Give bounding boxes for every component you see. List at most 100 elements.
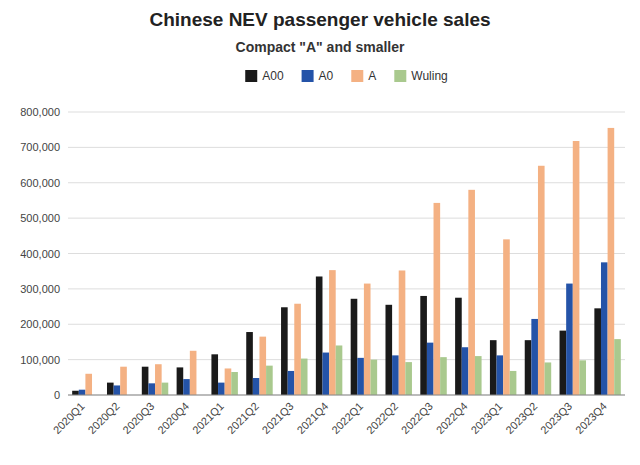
x-tick-label: 2022Q2 <box>364 400 400 436</box>
legend-item: A00 <box>245 69 284 83</box>
bar <box>497 355 504 395</box>
legend-label: A <box>368 69 376 83</box>
bar <box>525 340 532 395</box>
x-tick-label: 2023Q4 <box>573 400 609 436</box>
y-tick-label: 300,000 <box>20 283 60 295</box>
bar <box>427 343 434 395</box>
bar <box>545 362 552 395</box>
bar <box>392 355 399 395</box>
legend-label: A0 <box>319 69 334 83</box>
bar <box>72 391 79 395</box>
x-tick-label: 2021Q3 <box>260 400 296 436</box>
bar <box>503 239 510 395</box>
legend-swatch <box>302 70 314 82</box>
x-tick-label: 2022Q4 <box>434 400 470 436</box>
bar <box>142 367 149 395</box>
legend-item: A0 <box>302 69 334 83</box>
bar <box>566 284 573 395</box>
bar <box>301 359 308 395</box>
chart: Chinese NEV passenger vehicle sales Compa… <box>0 0 640 465</box>
bar <box>155 364 162 395</box>
bar <box>336 345 343 395</box>
bar <box>510 371 517 395</box>
bar <box>601 262 608 395</box>
series <box>79 262 608 395</box>
subtitle: Compact "A" and smaller <box>236 39 405 55</box>
bar <box>316 276 323 395</box>
bar <box>405 362 412 395</box>
grid-line <box>68 147 625 148</box>
bar <box>246 332 253 395</box>
bar <box>371 360 378 395</box>
legend-item: Wuling <box>394 69 447 83</box>
bar <box>357 358 364 395</box>
y-tick-label: 0 <box>54 389 60 401</box>
bar <box>294 304 301 395</box>
bar <box>211 354 218 395</box>
bar <box>531 319 538 395</box>
x-tick-label: 2020Q2 <box>85 400 121 436</box>
bar <box>288 371 295 395</box>
y-tick-label: 500,000 <box>20 212 60 224</box>
bar <box>225 368 232 395</box>
bar <box>281 307 288 395</box>
bar <box>475 356 482 395</box>
bar <box>148 383 155 395</box>
bar <box>107 383 114 395</box>
x-tick-label: 2021Q4 <box>294 400 330 436</box>
bar <box>322 353 329 395</box>
bar <box>538 166 545 395</box>
series <box>72 276 601 395</box>
bar <box>608 128 615 395</box>
bar <box>351 299 358 395</box>
y-tick-label: 200,000 <box>20 318 60 330</box>
legend-swatch <box>394 70 406 82</box>
bar <box>455 298 462 395</box>
bar <box>79 390 86 395</box>
x-tick-label: 2020Q1 <box>51 400 87 436</box>
bar <box>490 340 497 395</box>
bar <box>120 367 127 395</box>
bar <box>385 305 392 395</box>
series <box>162 339 621 395</box>
grid-line <box>68 395 625 396</box>
x-tick-label: 2023Q2 <box>503 400 539 436</box>
bar <box>218 383 225 395</box>
bar <box>266 366 273 395</box>
bar <box>440 357 447 395</box>
y-tick-label: 800,000 <box>20 106 60 118</box>
x-axis-line <box>68 395 625 396</box>
x-tick-label: 2021Q1 <box>190 400 226 436</box>
y-tick-label: 700,000 <box>20 141 60 153</box>
legend-swatch <box>351 70 363 82</box>
bar <box>614 339 621 395</box>
y-tick-label: 100,000 <box>20 354 60 366</box>
y-axis: 0100,000200,000300,000400,000500,000600,… <box>20 106 625 401</box>
bar <box>560 331 567 395</box>
bar <box>190 351 197 395</box>
x-tick-label: 2020Q4 <box>155 400 191 436</box>
bar <box>253 378 260 395</box>
legend: A00 A0 A Wuling <box>245 69 448 83</box>
x-tick-label: 2023Q3 <box>538 400 574 436</box>
legend-label: A00 <box>262 69 284 83</box>
grid-line <box>68 112 625 113</box>
bar <box>85 374 92 395</box>
y-tick-label: 400,000 <box>20 248 60 260</box>
bar <box>231 372 238 395</box>
bar <box>162 383 169 395</box>
x-tick-label: 2022Q1 <box>329 400 365 436</box>
bar <box>399 270 406 395</box>
bar <box>183 379 190 395</box>
x-axis: 2020Q12020Q22020Q32020Q42021Q12021Q22021… <box>51 400 609 436</box>
bar <box>177 367 184 395</box>
bar <box>434 203 441 395</box>
bar <box>468 190 475 395</box>
legend-label: Wuling <box>411 69 447 83</box>
x-tick-label: 2021Q2 <box>225 400 261 436</box>
bar <box>579 360 586 395</box>
bar <box>462 347 469 395</box>
x-tick-label: 2020Q3 <box>120 400 156 436</box>
bar <box>114 385 121 395</box>
title: Chinese NEV passenger vehicle sales <box>149 9 490 30</box>
